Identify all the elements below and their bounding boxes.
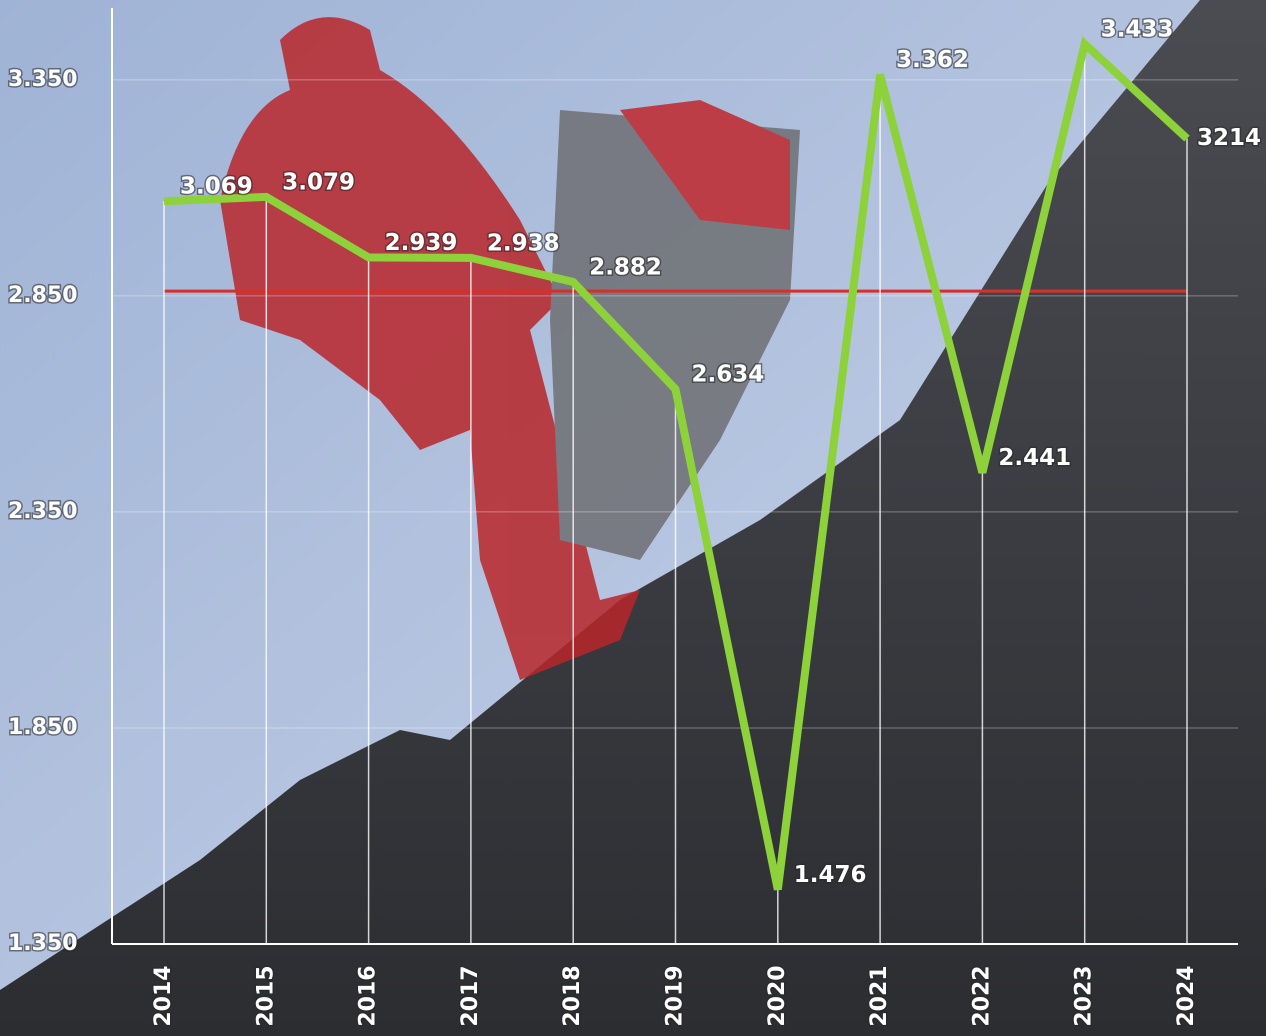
value-label: 3.362	[896, 47, 969, 73]
y-tick-label: 1.350	[8, 931, 78, 956]
x-tick-label: 2023	[1072, 965, 1097, 1026]
value-label: 2.634	[692, 362, 765, 388]
y-tick-label: 1.850	[8, 715, 78, 740]
x-tick-label: 2017	[458, 965, 483, 1026]
x-tick-label: 2020	[765, 965, 790, 1026]
value-label: 3.433	[1101, 16, 1174, 42]
x-tick-label: 2024	[1174, 965, 1199, 1026]
value-label: 3214	[1197, 125, 1261, 151]
value-label: 2.938	[487, 230, 560, 256]
x-tick-label: 2015	[253, 965, 278, 1026]
value-label: 2.939	[385, 230, 458, 256]
x-tick-label: 2014	[151, 965, 176, 1026]
y-tick-label: 2.350	[8, 499, 78, 524]
value-label: 3.069	[180, 174, 253, 200]
x-tick-label: 2019	[663, 965, 688, 1026]
x-tick-label: 2018	[560, 965, 585, 1026]
x-tick-label: 2016	[356, 965, 381, 1026]
x-tick-label: 2021	[867, 965, 892, 1026]
value-label: 2.882	[589, 255, 662, 281]
y-tick-label: 2.850	[8, 283, 78, 308]
x-tick-label: 2022	[969, 965, 994, 1026]
y-tick-label: 3.350	[8, 67, 78, 92]
value-label: 3.079	[282, 169, 355, 195]
chart: 1.350 1.850 2.350 2.850 3.350 3.069 3.079 2.939…	[0, 0, 1266, 1036]
value-label: 2.441	[998, 445, 1071, 471]
value-label: 1.476	[794, 862, 867, 888]
